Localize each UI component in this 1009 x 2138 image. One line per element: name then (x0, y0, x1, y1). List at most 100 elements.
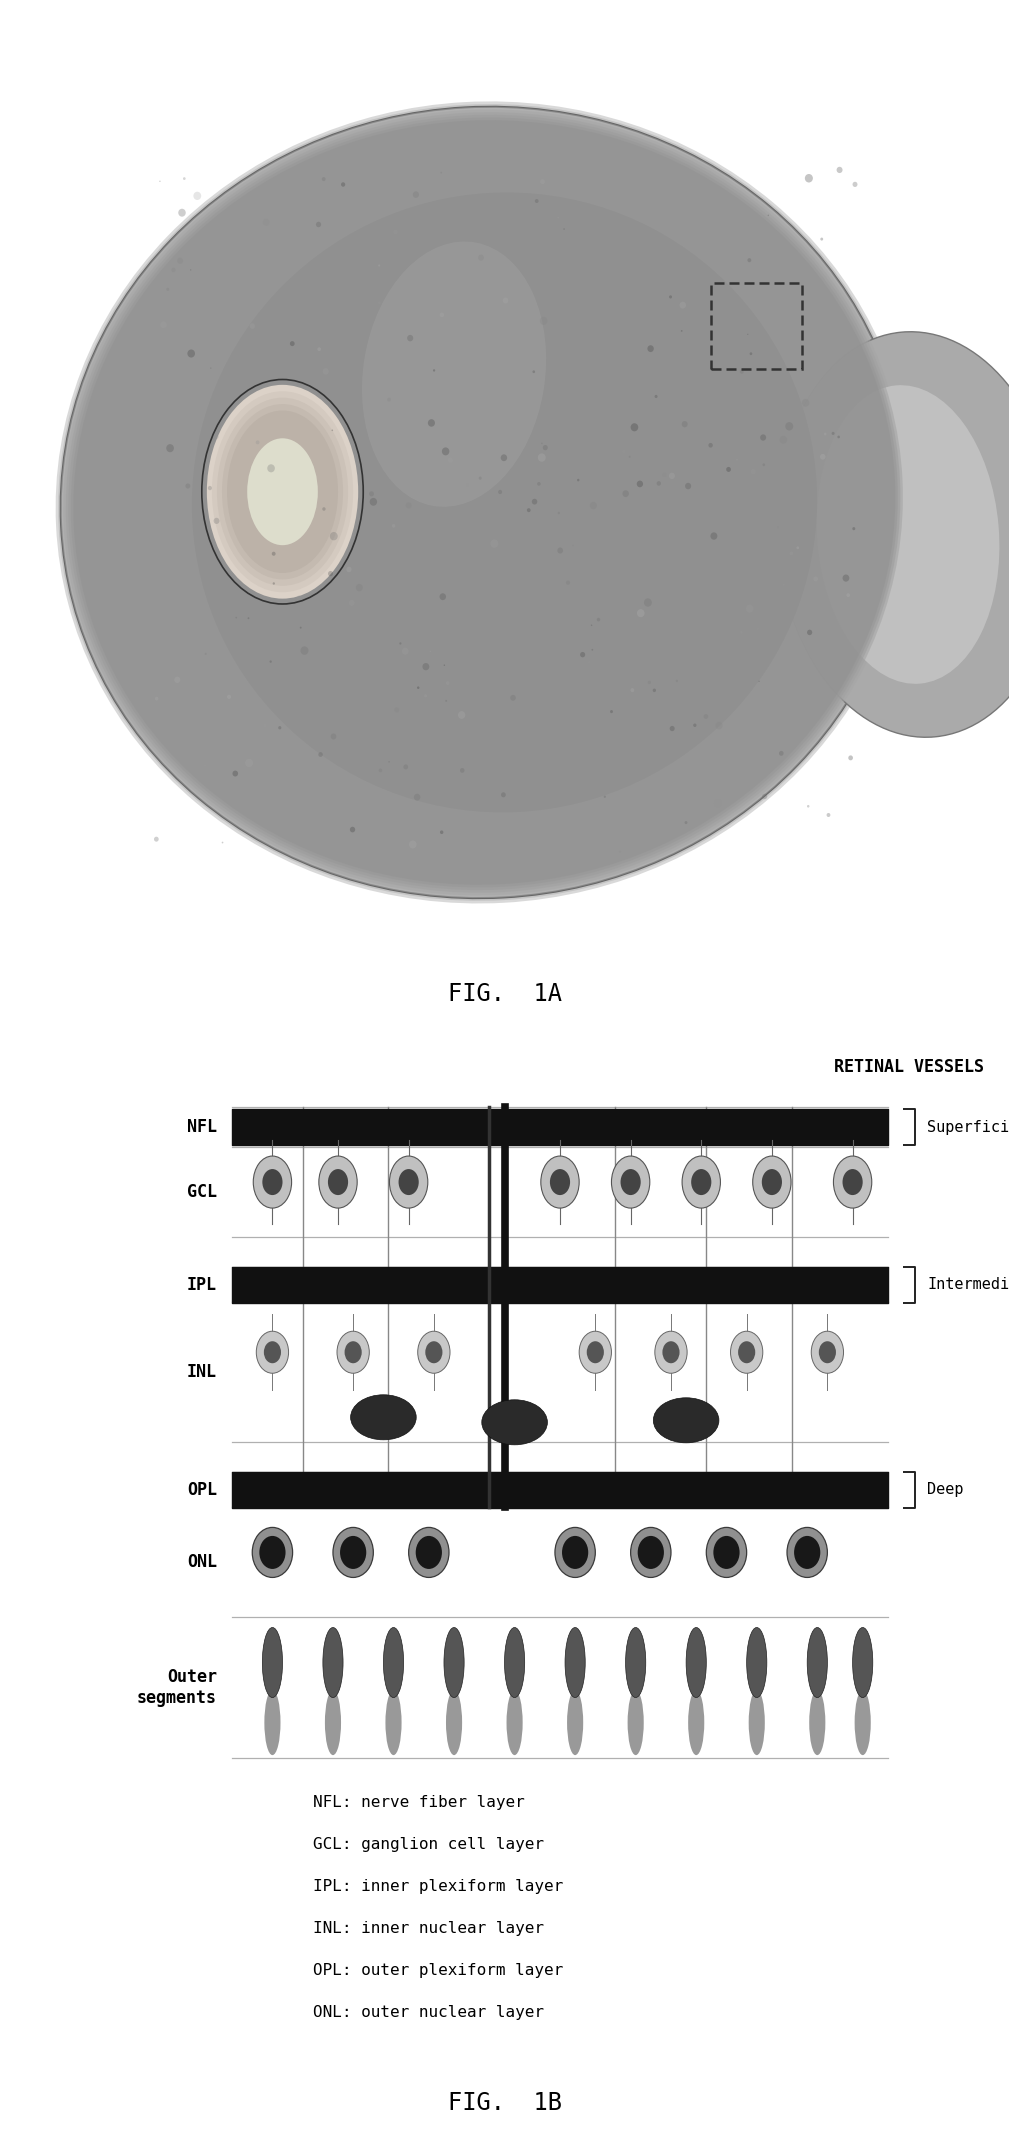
Ellipse shape (820, 237, 823, 242)
Ellipse shape (577, 479, 579, 481)
Ellipse shape (644, 599, 652, 607)
Ellipse shape (538, 453, 546, 462)
Ellipse shape (269, 661, 271, 663)
Ellipse shape (256, 1332, 289, 1373)
Ellipse shape (183, 177, 186, 180)
Ellipse shape (843, 1169, 863, 1195)
Ellipse shape (351, 1394, 417, 1439)
Ellipse shape (369, 498, 377, 507)
Ellipse shape (670, 727, 675, 731)
Ellipse shape (61, 107, 908, 898)
Ellipse shape (849, 755, 853, 761)
Ellipse shape (500, 455, 508, 462)
Ellipse shape (648, 344, 654, 353)
Ellipse shape (395, 708, 400, 712)
Ellipse shape (541, 1157, 579, 1208)
Ellipse shape (154, 697, 158, 701)
Ellipse shape (669, 295, 672, 299)
Ellipse shape (446, 1689, 462, 1755)
Ellipse shape (422, 842, 425, 845)
Ellipse shape (318, 346, 321, 351)
Ellipse shape (389, 1157, 428, 1208)
Ellipse shape (540, 316, 548, 325)
Ellipse shape (731, 1332, 763, 1373)
Ellipse shape (414, 793, 421, 800)
Ellipse shape (760, 434, 766, 440)
Ellipse shape (416, 1535, 442, 1569)
Ellipse shape (532, 498, 538, 505)
Ellipse shape (557, 547, 563, 554)
Ellipse shape (565, 1627, 585, 1698)
Ellipse shape (807, 1627, 827, 1698)
Ellipse shape (749, 1689, 765, 1755)
Ellipse shape (442, 447, 449, 455)
Ellipse shape (369, 492, 374, 496)
Ellipse shape (328, 571, 333, 577)
Ellipse shape (662, 472, 667, 477)
Ellipse shape (833, 1157, 872, 1208)
Ellipse shape (408, 336, 414, 342)
Ellipse shape (843, 575, 850, 582)
Ellipse shape (555, 1527, 595, 1578)
Text: IPL: IPL (187, 1276, 217, 1293)
Ellipse shape (253, 1157, 292, 1208)
Ellipse shape (807, 804, 809, 808)
Ellipse shape (346, 567, 351, 573)
Ellipse shape (319, 1157, 357, 1208)
Text: Superficial: Superficial (927, 1120, 1009, 1135)
Text: ONL: outer nuclear layer: ONL: outer nuclear layer (313, 2005, 544, 2020)
Ellipse shape (747, 1627, 767, 1698)
Ellipse shape (316, 222, 321, 227)
Ellipse shape (550, 490, 558, 498)
Ellipse shape (684, 821, 687, 823)
Ellipse shape (853, 1627, 873, 1698)
Ellipse shape (757, 626, 759, 631)
Ellipse shape (562, 1535, 588, 1569)
Ellipse shape (417, 686, 420, 688)
Ellipse shape (498, 490, 502, 494)
Ellipse shape (762, 1169, 782, 1195)
Ellipse shape (482, 1400, 548, 1445)
Ellipse shape (259, 1535, 286, 1569)
Ellipse shape (400, 641, 402, 644)
Text: FIG.  1B: FIG. 1B (448, 2091, 561, 2114)
Ellipse shape (628, 1689, 644, 1755)
Ellipse shape (777, 331, 1009, 738)
Ellipse shape (688, 1689, 704, 1755)
Ellipse shape (779, 750, 784, 757)
Ellipse shape (328, 1169, 348, 1195)
Text: Deep: Deep (927, 1482, 964, 1497)
Ellipse shape (212, 391, 353, 592)
Text: IPL: inner plexiform layer: IPL: inner plexiform layer (313, 1879, 563, 1894)
Ellipse shape (440, 830, 443, 834)
Ellipse shape (330, 532, 338, 541)
Ellipse shape (596, 618, 600, 622)
Ellipse shape (61, 107, 908, 898)
Ellipse shape (444, 1627, 464, 1698)
Ellipse shape (802, 400, 809, 406)
Ellipse shape (166, 445, 174, 453)
Ellipse shape (322, 177, 326, 182)
Ellipse shape (590, 502, 597, 509)
Ellipse shape (511, 695, 516, 701)
Ellipse shape (762, 793, 767, 800)
Ellipse shape (297, 594, 302, 601)
Ellipse shape (682, 1157, 720, 1208)
Ellipse shape (74, 120, 895, 885)
Ellipse shape (540, 180, 545, 184)
Ellipse shape (603, 795, 605, 797)
Ellipse shape (267, 464, 274, 472)
Ellipse shape (631, 423, 639, 432)
Text: INL: inner nuclear layer: INL: inner nuclear layer (313, 1922, 544, 1937)
Ellipse shape (217, 398, 348, 586)
Ellipse shape (847, 592, 850, 597)
Ellipse shape (567, 1689, 583, 1755)
Ellipse shape (837, 436, 839, 438)
Ellipse shape (232, 770, 238, 776)
Ellipse shape (809, 1689, 825, 1755)
Ellipse shape (349, 601, 354, 605)
Ellipse shape (323, 738, 325, 740)
Text: RETINAL VESSELS: RETINAL VESSELS (833, 1058, 984, 1075)
Ellipse shape (362, 242, 546, 507)
Text: ONL: ONL (187, 1554, 217, 1571)
